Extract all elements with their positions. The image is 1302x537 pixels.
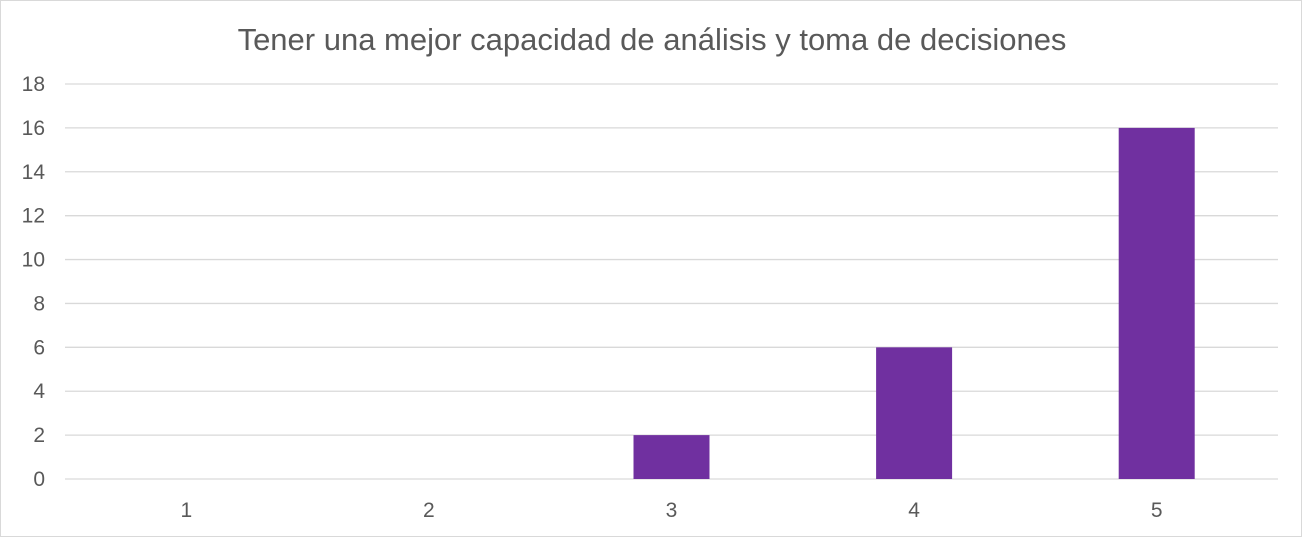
y-tick-label: 8: [33, 292, 45, 315]
gridlines: [65, 83, 1278, 480]
x-tick-label: 2: [423, 499, 435, 522]
y-tick-label: 2: [33, 424, 45, 447]
y-tick-label: 16: [22, 117, 45, 140]
y-tick-label: 18: [22, 73, 45, 96]
x-axis-ticks: 1 2 3 4 5: [180, 499, 1162, 522]
x-tick-label: 3: [666, 499, 678, 522]
y-tick-label: 0: [33, 468, 45, 491]
y-tick-label: 4: [33, 380, 45, 403]
x-tick-label: 4: [908, 499, 920, 522]
y-tick-label: 6: [33, 336, 45, 359]
x-tick-label: 5: [1151, 499, 1163, 522]
y-tick-label: 10: [22, 249, 45, 272]
bar-5: [1118, 127, 1195, 479]
y-axis-ticks: 0 2 4 6 8 10 12 14 16 18: [22, 73, 46, 491]
y-tick-label: 14: [22, 161, 46, 184]
bar-3: [633, 435, 710, 479]
y-tick-label: 12: [22, 205, 45, 228]
x-tick-label: 1: [180, 499, 192, 522]
bars: [633, 127, 1195, 479]
bar-4: [876, 347, 953, 479]
chart-title: Tener una mejor capacidad de análisis y …: [238, 22, 1067, 57]
